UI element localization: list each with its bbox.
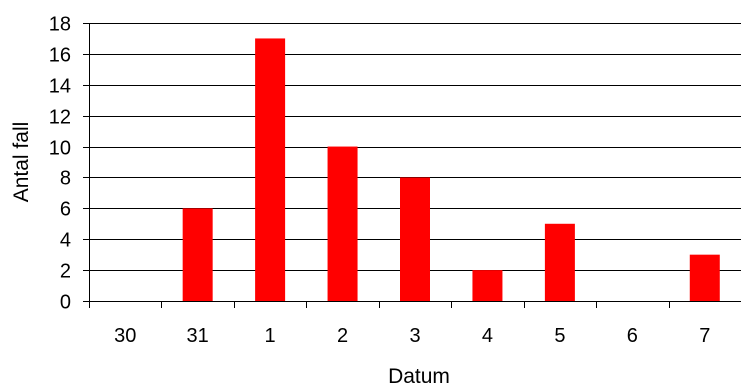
y-tick-label-14: 14 (49, 76, 71, 98)
x-tick-label-6: 6 (627, 325, 638, 347)
y-tick-label-0: 0 (60, 292, 71, 314)
y-tick-label-8: 8 (60, 168, 71, 190)
bar-5 (544, 223, 575, 301)
y-tick-label-16: 16 (49, 45, 71, 67)
x-tick-label-1: 1 (265, 325, 276, 347)
x-axis-title: Datum (388, 365, 450, 385)
x-tick-label-3: 3 (409, 325, 420, 347)
x-tick-label-5: 5 (554, 325, 565, 347)
x-tick-label-30: 30 (114, 325, 136, 347)
bar-2 (327, 146, 358, 301)
y-axis-title: Antal fall (10, 122, 33, 203)
bars (182, 38, 720, 301)
x-tick-label-7: 7 (699, 325, 710, 347)
y-tick-label-12: 12 (49, 107, 71, 129)
y-tick-label-10: 10 (49, 138, 71, 160)
bar-3 (400, 177, 430, 301)
x-tick-label-2: 2 (337, 325, 348, 347)
x-tick-labels: 30 31 1 2 3 4 5 6 7 (114, 325, 710, 347)
bar-31 (182, 208, 213, 301)
bar-4 (472, 270, 503, 301)
x-tick-label-4: 4 (482, 325, 493, 347)
y-tick-label-4: 4 (60, 230, 71, 252)
x-tick-label-31: 31 (187, 325, 209, 347)
bar-1 (255, 38, 286, 301)
bar-7 (689, 254, 720, 301)
axes (83, 23, 741, 308)
y-tick-label-6: 6 (60, 199, 71, 221)
y-tick-labels: 0 2 4 6 8 10 12 14 16 18 (49, 14, 71, 314)
y-tick-label-18: 18 (49, 14, 71, 36)
y-tick-label-2: 2 (60, 261, 71, 283)
